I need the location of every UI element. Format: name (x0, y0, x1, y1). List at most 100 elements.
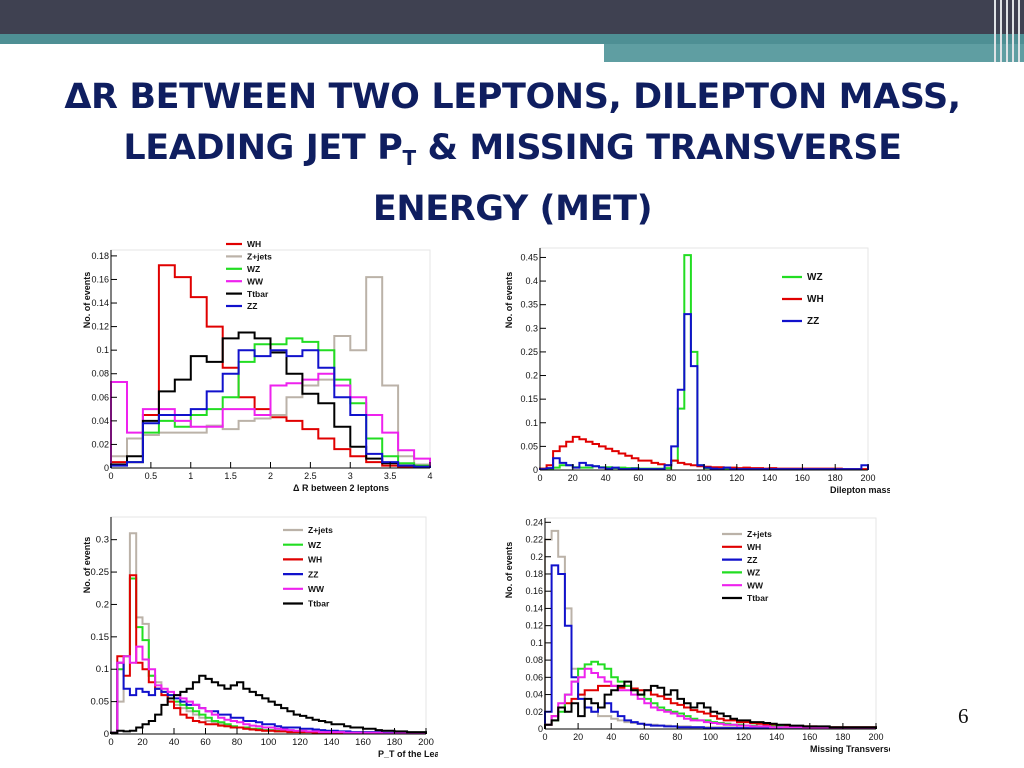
x-tick-label: 0 (108, 737, 113, 748)
y-tick-label: 0.18 (525, 569, 543, 579)
y-tick-label: 0.35 (520, 300, 538, 310)
header-white-band (0, 44, 604, 48)
x-tick-label: 80 (672, 732, 682, 742)
x-tick-label: 180 (387, 737, 403, 748)
legend-label-wh: WH (807, 294, 824, 305)
x-tick-label: 180 (828, 473, 843, 483)
chart-svg-0: 0 0.5 1 1.5 2 2.5 3 3.5 4 0 0.02 0.04 0.06 0.08 0.1 0.1… (82, 240, 433, 493)
y-tick-label: 0 (104, 463, 109, 473)
x-tick-label: 40 (601, 473, 611, 483)
y-tick-label: 0 (104, 729, 109, 740)
y-tick-label: 0.06 (525, 672, 543, 682)
legend-label-ww: WW (247, 276, 264, 286)
legend: WZ WH ZZ (782, 272, 824, 327)
x-tick-label: 1 (188, 471, 193, 481)
series-zz (110, 349, 431, 468)
legend-label-z-jets: Z+jets (747, 529, 772, 539)
x-tick-label: 20 (137, 737, 148, 748)
y-tick-label: 0.25 (520, 347, 538, 357)
legend-label-wz: WZ (807, 272, 823, 283)
title-line-2-part-a: LEADING JET P (123, 128, 403, 168)
chart-met: 0 20 40 60 80 100 120 140 160 180 200 0 0.02 0.04 0.06… (500, 510, 890, 762)
legend-label-zz: ZZ (308, 569, 318, 579)
y-tick-label: 0.04 (525, 690, 543, 700)
x-axis-label: P_T of the Leading jet (378, 749, 438, 759)
plot-frame (544, 517, 877, 730)
x-tick-label: 200 (860, 473, 875, 483)
x-tick-label: 20 (573, 732, 583, 742)
y-tick-label: 0.3 (525, 323, 538, 333)
x-tick-label: 0 (542, 732, 547, 742)
x-tick-label: 60 (633, 473, 643, 483)
y-tick-label: 0.24 (525, 517, 543, 527)
series-ttbar (544, 680, 877, 729)
chart-leading-jet-pt: 0 20 40 60 80 100 120 140 160 180 200 0 0.05 0.1 0.15 0… (78, 505, 438, 763)
x-tick-label: 3 (348, 471, 353, 481)
y-tick-label: 0.05 (520, 441, 538, 451)
y-tick-label: 0.08 (525, 655, 543, 665)
y-tick-label: 0.3 (96, 535, 109, 546)
x-tick-label: 200 (868, 732, 883, 742)
legend-label-wh: WH (747, 542, 761, 552)
y-tick-label: 0 (538, 724, 543, 734)
header-right-band (604, 44, 1024, 62)
x-tick-label: 100 (703, 732, 718, 742)
y-tick-label: 0.02 (91, 439, 109, 449)
y-tick-label: 0.4 (525, 276, 538, 286)
y-tick-label: 0.15 (520, 394, 538, 404)
x-tick-label: 0 (537, 473, 542, 483)
y-tick-label: 0.12 (525, 621, 543, 631)
title-line-2: LEADING JET PT & MISSING TRANSVERSE (60, 123, 965, 184)
slide-title: ΔR BETWEEN TWO LEPTONS, DILEPTON MASS, L… (60, 72, 965, 235)
page-number: 6 (958, 704, 969, 728)
y-tick-label: 0.05 (91, 697, 110, 708)
y-axis-label: No. of events (82, 272, 92, 329)
series-ww (544, 667, 877, 730)
y-tick-label: 0.16 (525, 586, 543, 596)
x-tick-label: 2.5 (304, 471, 317, 481)
x-tick-label: 1.5 (224, 471, 237, 481)
x-tick-label: 80 (666, 473, 676, 483)
y-tick-label: 0.06 (91, 392, 109, 402)
x-tick-label: 20 (568, 473, 578, 483)
x-tick-label: 120 (729, 473, 744, 483)
y-tick-label: 0.08 (91, 369, 109, 379)
legend-label-wh: WH (247, 240, 261, 249)
series-wz (544, 660, 877, 730)
title-line-2-part-b: & MISSING TRANSVERSE (415, 128, 902, 168)
chart-svg-1: 0 20 40 60 80 100 120 140 160 180 200 0 0.05 0.1 0.15 0… (504, 247, 890, 495)
y-tick-label: 0.22 (525, 535, 543, 545)
x-tick-label: 120 (292, 737, 308, 748)
x-tick-label: 160 (355, 737, 371, 748)
legend-label-ttbar: Ttbar (747, 593, 769, 603)
x-axis-label: Dilepton mass (830, 485, 890, 495)
title-subscript: T (402, 146, 416, 170)
x-tick-label: 60 (200, 737, 211, 748)
legend-label-ttbar: Ttbar (308, 599, 330, 609)
x-tick-label: 120 (736, 732, 751, 742)
x-tick-label: 40 (169, 737, 180, 748)
y-tick-label: 0.14 (91, 298, 109, 308)
x-tick-label: 160 (802, 732, 817, 742)
y-tick-label: 0.2 (530, 552, 543, 562)
x-tick-label: 2 (268, 471, 273, 481)
y-tick-label: 0.25 (91, 567, 110, 578)
y-tick-label: 0.1 (525, 418, 538, 428)
x-tick-label: 140 (769, 732, 784, 742)
x-tick-label: 4 (427, 471, 432, 481)
legend-label-ttbar: Ttbar (247, 289, 269, 299)
y-axis-label: No. of events (504, 542, 514, 599)
y-axis-label: No. of events (504, 272, 514, 329)
y-tick-label: 0 (533, 465, 538, 475)
series-ttbar (110, 674, 427, 734)
chart-dilepton-mass: 0 20 40 60 80 100 120 140 160 180 200 0 0.05 0.1 0.15 0… (500, 240, 890, 500)
y-tick-label: 0.15 (91, 632, 110, 643)
x-tick-label: 140 (762, 473, 777, 483)
legend-label-ww: WW (747, 580, 764, 590)
x-tick-label: 100 (696, 473, 711, 483)
x-axis-label: Δ R between 2 leptons (293, 483, 389, 493)
x-tick-label: 140 (324, 737, 340, 748)
legend: Z+jets WH ZZ WZ WW Ttbar (722, 529, 772, 603)
chart-svg-3: 0 20 40 60 80 100 120 140 160 180 200 0 0.02 0.04 0.06… (504, 517, 890, 754)
x-tick-label: 60 (639, 732, 649, 742)
